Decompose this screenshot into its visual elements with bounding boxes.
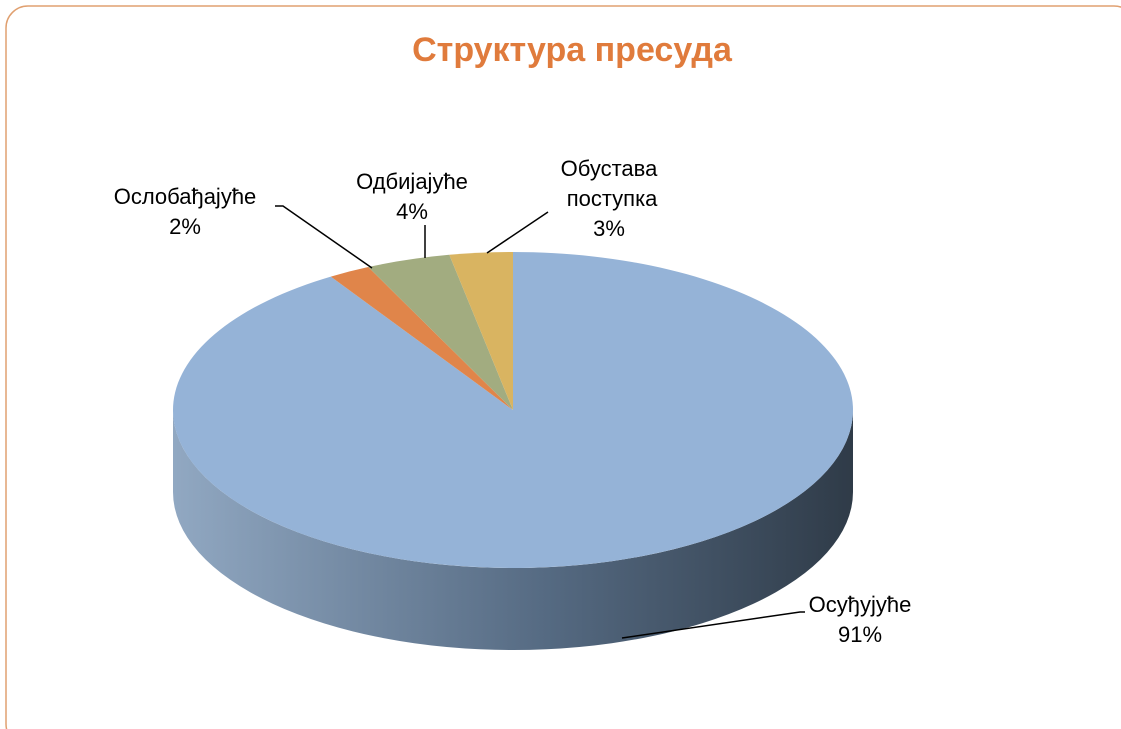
slice <box>172 252 853 568</box>
leader-line <box>486 211 549 254</box>
data-label-name: Ослобађајуће <box>114 184 257 209</box>
data-label-value: 3% <box>593 216 625 241</box>
chart-title: Структура пресуда <box>412 31 733 69</box>
data-label-value: 91% <box>838 622 882 647</box>
slice <box>368 254 513 410</box>
slice <box>449 252 513 410</box>
data-label-value: 4% <box>396 199 428 224</box>
data-label-value: 2% <box>169 214 201 239</box>
data-label-name: Обустава поступка <box>561 156 659 211</box>
data-label-name: Одбијајуће <box>356 169 468 194</box>
data-label-name: Осуђујуће <box>809 592 912 617</box>
leader-line <box>275 205 373 269</box>
slice <box>330 267 513 410</box>
leader-line <box>621 611 805 639</box>
slice-side <box>173 410 853 650</box>
